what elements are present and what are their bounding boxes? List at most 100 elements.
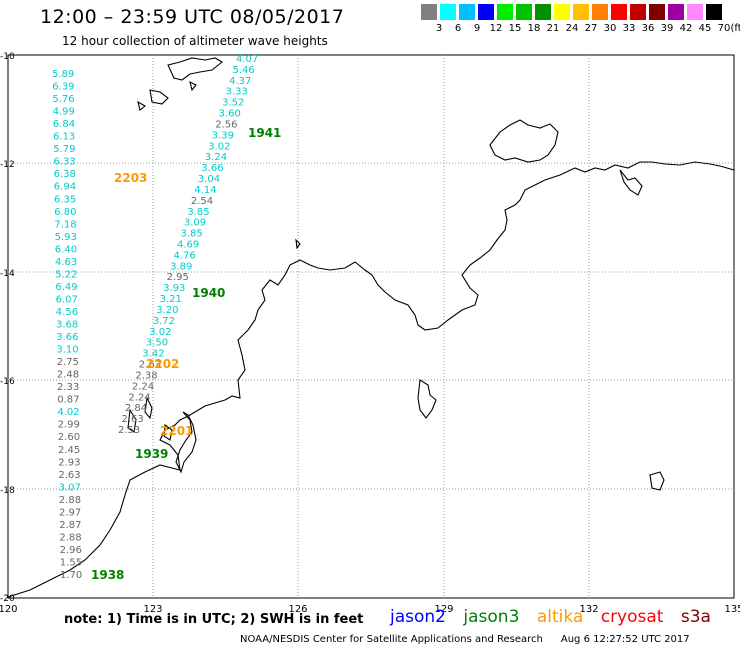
wave-height-value: 3.21 (160, 294, 182, 305)
page-title: 12:00 – 23:59 UTC 08/05/2017 (40, 6, 345, 28)
wave-height-value: 2.24 (132, 381, 154, 392)
wave-height-value: 3.66 (56, 332, 78, 343)
wave-height-value: 6.13 (53, 132, 75, 143)
scale-unit: (ft) (730, 23, 740, 34)
wave-height-value: 2.87 (59, 520, 81, 531)
pass-label: 2203 (114, 171, 147, 185)
wave-height-value: 4.63 (55, 257, 77, 268)
scale-label: 9 (473, 23, 481, 34)
wave-height-value: 2.95 (167, 272, 189, 283)
scale-swatch (630, 4, 646, 20)
wave-height-value: 3.50 (146, 338, 168, 349)
lat-axis: -10 -12 -14 -16 -18 -20 (0, 52, 15, 604)
scale-swatch (573, 4, 589, 20)
scale-label: 15 (508, 23, 522, 34)
sat-jason2: jason2 (390, 607, 446, 627)
scale-swatch (706, 4, 722, 20)
lat-label: -12 (0, 160, 15, 170)
wave-height-value: 2.38 (135, 370, 157, 381)
wave-height-value: 3.42 (142, 349, 164, 360)
wave-height-value: 2.33 (57, 382, 79, 393)
scale-label: 33 (622, 23, 636, 34)
scale-label: 18 (527, 23, 541, 34)
lon-label: 120 (0, 604, 18, 615)
wave-height-value: 4.76 (174, 250, 196, 261)
wave-height-value: 2.88 (59, 495, 81, 506)
wave-height-value: 2.60 (58, 432, 80, 443)
wave-height-value: 2.63 (58, 470, 80, 481)
scale-label: 45 (698, 23, 712, 34)
wave-height-value: 5.76 (52, 94, 74, 105)
wave-height-value: 3.89 (170, 261, 192, 272)
scale-label: 24 (565, 23, 579, 34)
wave-height-value: 3.85 (187, 207, 209, 218)
scale-label: 42 (679, 23, 693, 34)
wave-height-value: 4.99 (53, 107, 75, 118)
footer: NOAA/NESDIS Center for Satellite Applica… (240, 634, 690, 645)
wave-height-value: 3.10 (56, 345, 78, 356)
gridlines (8, 55, 734, 598)
wave-height-value: 4.07 (236, 54, 258, 65)
wave-height-value: 2.75 (57, 357, 79, 368)
sat-s3a: s3a (680, 607, 711, 627)
wave-height-value: 3.33 (226, 87, 248, 98)
scale-label: 39 (660, 23, 674, 34)
scale-swatch (592, 4, 608, 20)
wave-height-value: 2.56 (215, 120, 237, 131)
wave-height-value: 6.35 (54, 194, 76, 205)
wave-height-value: 2.96 (60, 545, 82, 556)
right-track-values: 4.075.464.373.333.523.602.563.393.023.24… (118, 54, 258, 436)
wave-height-value: 3.60 (219, 109, 241, 120)
scale-label: 21 (546, 23, 560, 34)
pass-labels: 1941 1940 1939 1938 2203 2202 2201 (91, 126, 281, 582)
wave-height-value: 2.54 (191, 196, 213, 207)
wave-height-value: 1.70 (60, 570, 82, 581)
wave-height-value: 3.24 (205, 152, 227, 163)
wave-height-value: 0.87 (57, 395, 79, 406)
wave-height-value: 3.93 (163, 283, 185, 294)
scale-label: 27 (584, 23, 598, 34)
wave-height-value: 3.09 (184, 218, 206, 229)
wave-height-value: 2.24 (128, 392, 150, 403)
scale-label: 3 (435, 23, 443, 34)
wave-height-value: 2.99 (58, 420, 80, 431)
wave-height-value: 6.07 (56, 295, 78, 306)
wave-height-value: 4.69 (177, 240, 199, 251)
scale-label: 30 (603, 23, 617, 34)
lon-label: 129 (434, 604, 453, 615)
wave-height-value: 5.89 (52, 69, 74, 80)
note-text: note: 1) Time is in UTC; 2) SWH is in fe… (64, 612, 364, 627)
wave-height-value: 2.93 (58, 457, 80, 468)
coastline (7, 57, 735, 598)
plot-frame (7, 54, 735, 599)
wave-height-value: 3.07 (59, 482, 81, 493)
pass-label: 1938 (91, 568, 124, 582)
wave-height-value: 2.63 (139, 360, 161, 371)
wave-height-value: 3.72 (153, 316, 175, 327)
wave-height-value: 3.52 (222, 98, 244, 109)
scale-label: 70 (717, 23, 731, 34)
scale-swatch (440, 4, 456, 20)
left-track-values: 5.89 6.395.76 4.996.84 6.135.79 6.336.38 6.94… (52, 69, 82, 581)
wave-height-value: 1.55 (60, 558, 82, 569)
scale-label: 12 (489, 23, 503, 34)
wave-height-value: 3.02 (149, 327, 171, 338)
wave-height-value: 7.18 (54, 219, 76, 230)
wave-height-value: 3.04 (198, 174, 220, 185)
sat-altika: altika (536, 607, 584, 627)
wave-height-value: 3.85 (181, 229, 203, 240)
lat-label: -18 (0, 486, 15, 496)
wave-height-value: 3.39 (212, 130, 234, 141)
lat-label: -20 (0, 594, 15, 604)
lon-label: 126 (288, 604, 307, 615)
scale-swatch (535, 4, 551, 20)
wave-height-value: 6.49 (55, 282, 77, 293)
lon-label: 135 (724, 604, 740, 615)
wave-height-value: 2.48 (57, 370, 79, 381)
scale-swatch (459, 4, 475, 20)
scale-swatch (687, 4, 703, 20)
pass-label: 2202 (146, 357, 179, 371)
scale-swatch (497, 4, 513, 20)
pass-label: 1940 (192, 286, 225, 300)
